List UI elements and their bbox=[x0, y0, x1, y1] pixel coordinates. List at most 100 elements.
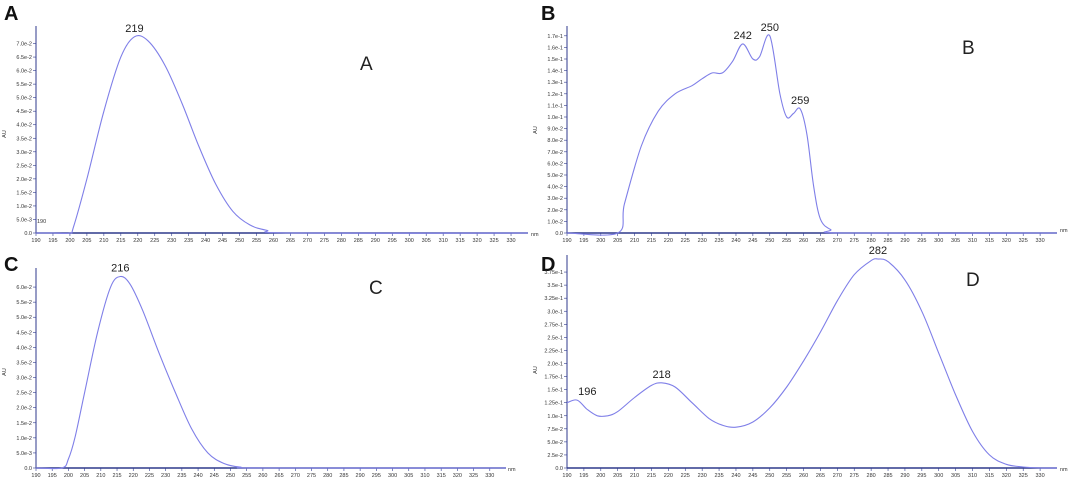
x-tick-label: 270 bbox=[303, 238, 312, 244]
y-tick-label: 3.5e-1 bbox=[547, 283, 563, 289]
x-tick-label: 250 bbox=[235, 238, 244, 244]
y-tick-label: 1.6e-1 bbox=[547, 45, 563, 51]
x-tick-label: 245 bbox=[210, 473, 219, 478]
x-axis-unit: nm bbox=[1060, 467, 1068, 473]
y-tick-label: 2.5e-2 bbox=[16, 163, 32, 169]
x-tick-label: 215 bbox=[647, 473, 656, 478]
x-tick-label: 285 bbox=[339, 473, 348, 478]
y-tick-label: 1.4e-1 bbox=[547, 69, 563, 75]
x-tick-label: 235 bbox=[184, 238, 193, 244]
panel-letter: B bbox=[541, 3, 555, 25]
y-tick-label: 1.3e-1 bbox=[547, 80, 563, 86]
x-tick-label: 195 bbox=[48, 238, 57, 244]
y-tick-label: 7.0e-2 bbox=[16, 42, 32, 48]
x-tick-label: 295 bbox=[372, 473, 381, 478]
y-tick-label: 6.5e-2 bbox=[16, 55, 32, 61]
x-tick-label: 325 bbox=[469, 473, 478, 478]
x-tick-label: 250 bbox=[226, 473, 235, 478]
y-tick-label: 0.0 bbox=[555, 466, 563, 472]
y-tick-label: 5.0e-2 bbox=[547, 173, 563, 179]
x-tick-label: 210 bbox=[630, 473, 639, 478]
x-tick-label: 270 bbox=[291, 473, 300, 478]
y-axis-label: AU bbox=[533, 126, 539, 134]
x-tick-label: 230 bbox=[698, 238, 707, 244]
peak-label: 216 bbox=[111, 263, 129, 275]
x-tick-label: 325 bbox=[1019, 473, 1028, 478]
x-axis-unit: nm bbox=[531, 232, 539, 238]
x-tick-label: 300 bbox=[388, 473, 397, 478]
y-tick-label: 1.1e-1 bbox=[547, 103, 563, 109]
y-tick-label: 6.0e-2 bbox=[16, 285, 32, 291]
y-tick-label: 1.5e-1 bbox=[547, 388, 563, 394]
x-tick-label: 240 bbox=[731, 473, 740, 478]
x-tick-label: 245 bbox=[218, 238, 227, 244]
x-tick-label: 300 bbox=[934, 238, 943, 244]
y-tick-label: 0.0 bbox=[555, 231, 563, 237]
y-tick-label: 3.0e-2 bbox=[547, 196, 563, 202]
x-tick-label: 230 bbox=[167, 238, 176, 244]
y-axis-label: AU bbox=[2, 368, 8, 376]
peak-label: 218 bbox=[652, 369, 670, 381]
x-tick-label: 260 bbox=[269, 238, 278, 244]
x-tick-label: 200 bbox=[64, 473, 73, 478]
x-tick-label: 225 bbox=[681, 238, 690, 244]
x-tick-label: 275 bbox=[320, 238, 329, 244]
panel-letter: C bbox=[4, 254, 18, 276]
y-tick-label: 1.75e-1 bbox=[544, 375, 563, 381]
x-tick-label: 275 bbox=[850, 473, 859, 478]
x-tick-label: 225 bbox=[150, 238, 159, 244]
x-tick-label: 190 bbox=[562, 238, 571, 244]
x-tick-label: 215 bbox=[112, 473, 121, 478]
y-tick-label: 0.0 bbox=[24, 466, 32, 472]
y-tick-label: 3.25e-1 bbox=[544, 296, 563, 302]
x-tick-label: 290 bbox=[356, 473, 365, 478]
y-tick-label: 5.0e-2 bbox=[16, 315, 32, 321]
x-tick-label: 275 bbox=[307, 473, 316, 478]
y-tick-label: 5.0e-2 bbox=[16, 96, 32, 102]
x-tick-label: 265 bbox=[816, 238, 825, 244]
x-tick-label: 235 bbox=[177, 473, 186, 478]
x-tick-label: 310 bbox=[968, 473, 977, 478]
peak-label: 219 bbox=[125, 23, 143, 35]
x-tick-label: 305 bbox=[422, 238, 431, 244]
y-tick-label: 2.25e-1 bbox=[544, 348, 563, 354]
y-tick-label: 3.0e-2 bbox=[16, 150, 32, 156]
x-tick-label: 310 bbox=[439, 238, 448, 244]
x-tick-label: 195 bbox=[48, 473, 57, 478]
chart-panel-c: C C 0.0 5.0e-3 1.0e-2 1.5e-2 2.0e-2 2.5e-2 3.0e-… bbox=[2, 254, 516, 478]
x-tick-label: 200 bbox=[596, 473, 605, 478]
x-tick-label: 210 bbox=[99, 238, 108, 244]
x-tick-label: 300 bbox=[934, 473, 943, 478]
x-tick-label: 285 bbox=[883, 473, 892, 478]
x-tick-label: 250 bbox=[765, 473, 774, 478]
x-tick-label: 280 bbox=[867, 238, 876, 244]
x-tick-label: 290 bbox=[900, 473, 909, 478]
y-tick-label: 1.5e-1 bbox=[547, 57, 563, 63]
y-tick-label: 5.5e-2 bbox=[16, 300, 32, 306]
x-tick-label: 325 bbox=[1019, 238, 1028, 244]
x-tick-label: 260 bbox=[258, 473, 267, 478]
corner-letter: C bbox=[369, 278, 383, 299]
peak-label: 282 bbox=[869, 245, 887, 257]
y-tick-label: 4.5e-2 bbox=[16, 109, 32, 115]
x-tick-label: 240 bbox=[193, 473, 202, 478]
x-tick-label: 220 bbox=[133, 238, 142, 244]
y-tick-label: 1.0e-2 bbox=[16, 204, 32, 210]
y-tick-label: 1.7e-1 bbox=[547, 34, 563, 40]
corner-letter: B bbox=[962, 38, 975, 59]
y-tick-label: 1.25e-1 bbox=[544, 401, 563, 407]
x-tick-label: 190 bbox=[31, 473, 40, 478]
x-tick-label: 235 bbox=[714, 473, 723, 478]
x-tick-label: 210 bbox=[630, 238, 639, 244]
y-tick-label: 1.0e-1 bbox=[547, 414, 563, 420]
y-tick-label: 2.5e-1 bbox=[547, 335, 563, 341]
y-tick-label: 1.5e-2 bbox=[16, 421, 32, 427]
x-tick-label: 315 bbox=[985, 238, 994, 244]
chart-panel-b: B B 0.0 1.0e-2 2.0e-2 3.0e-2 4.0e-2 5.0e-2 6.0e-… bbox=[533, 3, 1068, 244]
x-tick-label: 255 bbox=[782, 473, 791, 478]
x-tick-label: 290 bbox=[900, 238, 909, 244]
x-tick-label: 260 bbox=[799, 238, 808, 244]
x-tick-label: 320 bbox=[453, 473, 462, 478]
y-tick-label: 7.0e-2 bbox=[547, 150, 563, 156]
